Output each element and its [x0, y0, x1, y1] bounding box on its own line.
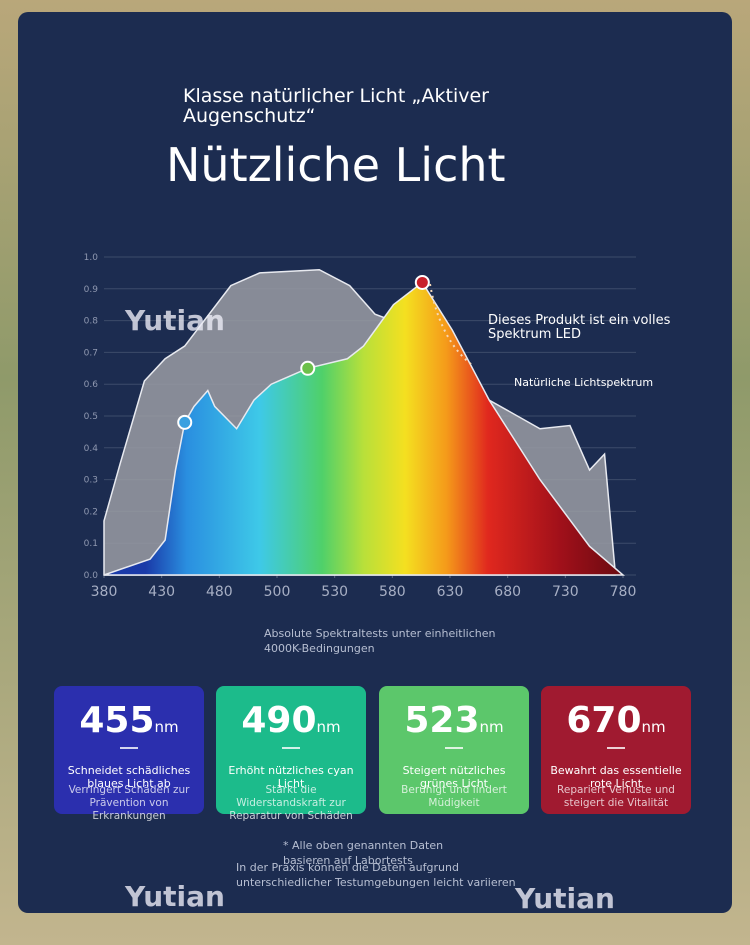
card-headline: Bewahrt das essentielle rote Licht — [550, 764, 682, 790]
footer-line: * Alle oben genannten Daten basieren auf… — [283, 839, 444, 867]
card-text: Beruhigt und lindert Müdigkeit — [401, 784, 507, 809]
y-tick-label: 0.0 — [84, 571, 99, 581]
y-tick-label: 0.8 — [84, 317, 99, 327]
natural-label: Natürliche Lichtspektrum — [514, 376, 654, 389]
feature-card: 523nm Steigert nützliches grünes Licht Ber… — [379, 686, 529, 814]
feature-card: 670nm Bewahrt das essentielle rote Licht R… — [541, 686, 691, 814]
marker — [300, 360, 316, 376]
unit: nm — [479, 718, 504, 736]
divider — [120, 747, 138, 749]
divider — [282, 747, 300, 749]
title: Nützliche Licht — [166, 138, 506, 192]
y-tick-label: 0.7 — [84, 348, 98, 358]
card-headline: Steigert nützliches grünes Licht — [402, 764, 506, 790]
dashed-guide — [429, 283, 473, 366]
divider — [607, 747, 625, 749]
x-tick-label: 780 — [610, 584, 637, 600]
y-tick-label: 0.9 — [84, 285, 99, 295]
x-tick-label: 430 — [148, 584, 175, 600]
led-spectrum — [103, 281, 626, 576]
card-headline: Erhöht nützliches cyan Licht — [228, 764, 354, 790]
card-value: 490nm — [216, 700, 366, 741]
y-tick-label: 1.0 — [84, 253, 99, 263]
watermark: Yutian — [515, 882, 615, 915]
y-tick-label: 0.4 — [84, 444, 99, 454]
y-tick-label: 0.3 — [84, 476, 98, 486]
card-value: 670nm — [541, 700, 691, 741]
led-label: Dieses Produkt ist ein volles Spektrum L… — [488, 313, 671, 342]
y-tick-label: 0.1 — [84, 539, 98, 549]
card-text: Repariert Verluste und steigert die Vita… — [557, 784, 675, 809]
marker — [414, 274, 430, 290]
subtitle: Klasse natürlicher Licht „Aktiver Augens… — [183, 85, 489, 127]
x-tick-label: 380 — [91, 584, 118, 600]
y-tick-label: 0.5 — [84, 412, 98, 422]
marker — [177, 414, 193, 430]
x-tick-label: 500 — [264, 584, 291, 600]
watermark: Yutian — [125, 304, 225, 337]
y-tick-label: 0.6 — [84, 380, 99, 390]
unit: nm — [154, 718, 179, 736]
footer-line: In der Praxis können die Daten aufgrund … — [236, 861, 516, 889]
divider — [445, 747, 463, 749]
card-value: 523nm — [379, 700, 529, 741]
card-headline: Schneidet schädliches blaues Licht ab — [67, 764, 191, 790]
feature-card: 455nm Schneidet schädliches blaues Licht … — [54, 686, 204, 822]
x-tick-label: 680 — [494, 584, 521, 600]
wavelength: 490 — [241, 700, 317, 741]
wavelength: 670 — [566, 700, 642, 741]
unit: nm — [641, 718, 666, 736]
card-text: Stärkt die Widerstandskraft zur Reparatu… — [229, 784, 353, 822]
y-tick-label: 0.2 — [84, 507, 98, 517]
wavelength: 523 — [404, 700, 480, 741]
card-text: Verringert Schäden zur Prävention von Er… — [68, 784, 190, 822]
x-tick-label: 530 — [321, 584, 348, 600]
x-tick-label: 580 — [379, 584, 406, 600]
x-tick-label: 630 — [437, 584, 464, 600]
wavelength: 455 — [79, 700, 155, 741]
unit: nm — [316, 718, 341, 736]
card-value: 455nm — [54, 700, 204, 741]
x-tick-label: 730 — [552, 584, 579, 600]
note: Absolute Spektraltests unter einheitlich… — [264, 627, 496, 655]
feature-card: 490nm Erhöht nützliches cyan Licht Stärkt … — [216, 686, 366, 822]
x-tick-label: 480 — [206, 584, 233, 600]
watermark: Yutian — [125, 880, 225, 913]
